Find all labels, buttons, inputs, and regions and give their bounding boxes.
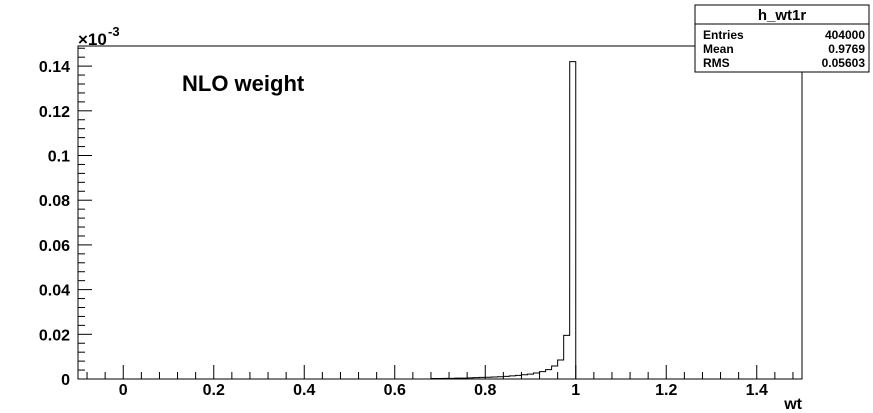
x-axis: 0 0.2 0.4 0.6 0.8 1 1.2 1.4 [86,365,794,399]
y-tick-label: 0.06 [39,238,70,255]
x-tick-label: 1.2 [655,382,677,399]
x-tick-label: 1.4 [746,382,768,399]
stats-entries-value: 404000 [825,28,865,42]
y-multiplier-label: ×10 [78,30,107,49]
y-multiplier-exponent: -3 [108,24,120,39]
x-axis-title: wt [783,396,802,413]
y-tick-label: 0.08 [39,193,70,210]
x-tick-label: 1 [571,382,580,399]
y-tick-label: 0.02 [39,327,70,344]
stats-mean-label: Mean [703,42,734,56]
chart-title: NLO weight [182,71,305,96]
y-tick-label: 0.14 [39,59,70,76]
histogram-outline [430,61,577,380]
y-tick-label: 0.1 [48,149,70,166]
stats-rms-label: RMS [703,56,730,70]
x-tick-label: 0.8 [474,382,496,399]
x-tick-label: 0.2 [203,382,225,399]
y-tick-label: 0.12 [39,104,70,121]
stats-rms-value: 0.05603 [822,56,866,70]
stats-mean-value: 0.9769 [828,42,865,56]
y-tick-label: 0.04 [39,283,70,300]
x-tick-label: 0 [119,382,128,399]
stats-box-frame [694,4,870,73]
x-tick-label: 0.4 [293,382,315,399]
stats-box-title: h_wt1r [758,7,807,24]
stats-box: h_wt1r Entries 404000 Mean 0.9769 RMS 0.… [694,4,870,73]
stats-entries-label: Entries [703,28,744,42]
y-tick-label: 0 [61,372,70,389]
x-tick-label: 0.6 [384,382,406,399]
y-axis: 0 0.02 0.04 0.06 0.08 0.1 0.12 0.14 [39,47,92,389]
